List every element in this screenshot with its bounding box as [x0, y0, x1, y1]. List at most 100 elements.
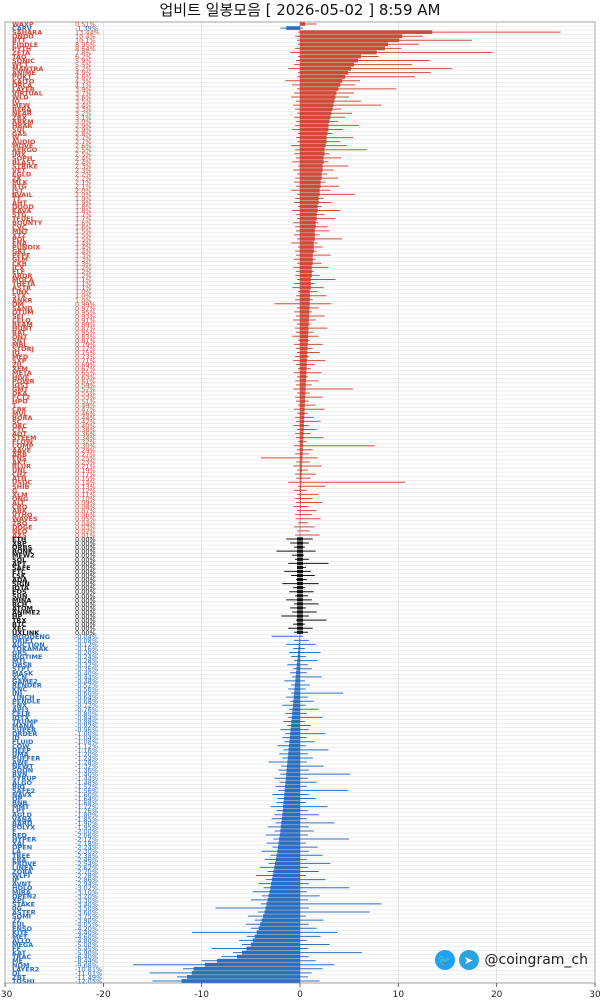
coin-label: SHIB [12, 483, 30, 491]
bar [300, 111, 332, 116]
change-label: -3.75% [75, 913, 98, 921]
coin-label: AXS [12, 531, 27, 539]
coin-label: NEWT [12, 763, 34, 771]
bar [284, 788, 300, 793]
coin-label: PYTH [12, 45, 31, 53]
bar [297, 594, 303, 598]
change-label: 4.3% [75, 77, 92, 85]
coin-label: UMA [12, 750, 29, 758]
bar [291, 719, 300, 724]
coin-label: SOPH [12, 154, 32, 162]
coin-label: STPT [12, 665, 31, 673]
coin-label: MET [12, 933, 28, 941]
bar [297, 541, 303, 545]
x-tick-label: 30 [589, 990, 600, 1000]
change-label: -2.86% [75, 876, 98, 884]
coin-label: STORJ [12, 345, 34, 353]
coin-label: KNC [12, 686, 27, 694]
bar [300, 512, 301, 517]
bar [297, 573, 303, 578]
change-label: 0.77% [75, 345, 96, 353]
coin-label: OPEN [12, 844, 32, 852]
change-label: 0.51% [75, 21, 96, 29]
coin-label: MANTRA [12, 65, 43, 73]
coin-label: AGLD [12, 811, 33, 819]
brand-handle: @coingram_ch [484, 952, 588, 968]
bar [300, 95, 336, 99]
change-label: -2.54% [75, 860, 98, 868]
bar [300, 464, 303, 468]
bar [300, 22, 306, 26]
x-tick-label: -30 [0, 990, 13, 1000]
bar [300, 164, 323, 168]
change-label: -1.04% [75, 734, 98, 742]
coin-label: MED [12, 353, 29, 361]
coin-label: 0G [12, 904, 22, 912]
coin-label: IO [12, 98, 20, 106]
change-label: -1.24% [75, 754, 98, 762]
coin-label: SONIC [12, 57, 35, 65]
change-label: 1.5% [75, 235, 92, 243]
coin-label: ETH [12, 535, 26, 543]
bar [187, 975, 300, 979]
change-label: 4.9% [75, 69, 92, 77]
bar [300, 403, 305, 408]
change-label: -3.02% [75, 884, 98, 892]
coin-label: HIVE [12, 373, 29, 381]
bar [297, 606, 303, 610]
bar [300, 46, 385, 51]
coin-label: MMT [12, 803, 30, 811]
change-label: 6.2% [75, 53, 92, 61]
coin-label: VTHO [12, 511, 33, 519]
change-label: 3.9% [75, 85, 92, 93]
change-label: -5.00% [75, 941, 98, 949]
bar [294, 687, 300, 691]
change-label: 5.5% [75, 61, 92, 69]
change-label: 0.44% [75, 414, 96, 422]
change-label: 0.81% [75, 337, 96, 345]
bar [300, 208, 318, 213]
change-label: 0.38% [75, 426, 96, 434]
bar [300, 362, 307, 367]
change-label: -0.52% [75, 681, 98, 689]
bar [300, 87, 339, 91]
bar [300, 143, 326, 148]
bar [278, 841, 300, 845]
coin-label: EOS [12, 588, 27, 596]
change-label: -3.50% [75, 904, 98, 912]
change-label: 0.93% [75, 312, 96, 320]
coin-label: KAVA [12, 207, 31, 215]
change-label: -1.20% [75, 750, 98, 758]
change-label: 1.4% [75, 239, 92, 247]
change-label: -3.10% [75, 888, 98, 896]
bar [297, 581, 303, 586]
coin-label: SAHARA [12, 29, 42, 37]
bar [300, 338, 308, 343]
bar [300, 508, 301, 513]
coin-label: ATOM [12, 604, 33, 612]
change-label: -2.94% [75, 880, 98, 888]
bar [300, 452, 303, 456]
coin-label: WCT [12, 61, 29, 69]
change-label: -0.12% [75, 641, 98, 649]
change-label: 0.15% [75, 475, 96, 483]
coin-label: AKT [12, 458, 27, 466]
coin-label: AERGO [12, 146, 38, 154]
coin-label: STEEM [12, 434, 36, 442]
coin-label: TT [12, 195, 22, 203]
bar [258, 926, 300, 931]
bar [300, 192, 320, 197]
bar [283, 800, 300, 805]
change-label: 0.00% [75, 600, 96, 608]
coin-label: BORA [12, 414, 33, 422]
change-label: -6.40% [75, 953, 98, 961]
change-label: -1.85% [75, 815, 98, 823]
change-label: 2.9% [75, 126, 92, 134]
coin-label: BTC [12, 621, 26, 629]
row-labels: WAXP 0.51% CARV -1.39% SAHARA 13.44% ONDO 10.4%… [11, 21, 102, 986]
bar [300, 160, 324, 164]
bar [289, 735, 300, 740]
bar [300, 411, 305, 416]
bar [269, 889, 300, 894]
coin-label: ONG [12, 495, 28, 503]
